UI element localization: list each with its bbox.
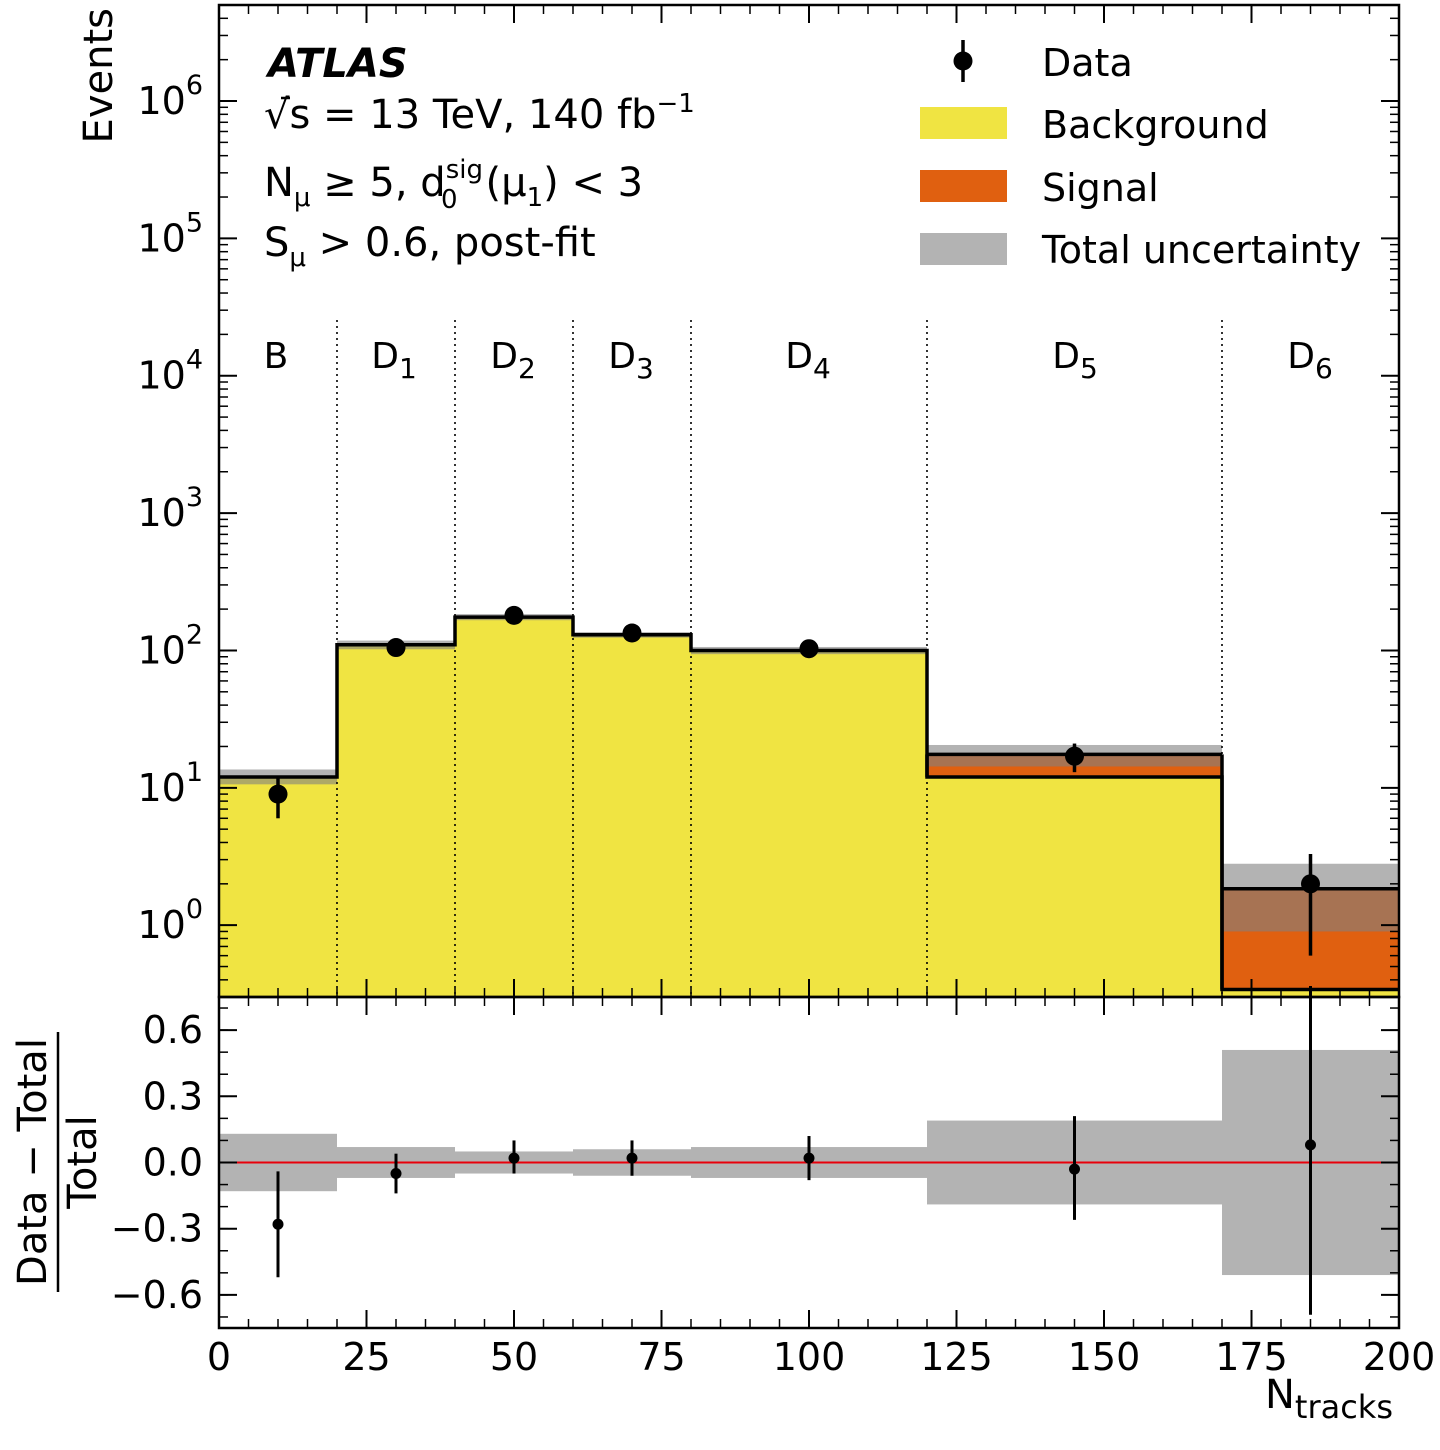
main-panel: B D1 D2 D3 D4 D5 D6 ATLAS√s = 13 TeV, 140 fb−1 N… — [76, 4, 1399, 998]
data-point — [799, 639, 819, 659]
data-point — [622, 623, 642, 643]
ratio-point — [626, 1152, 638, 1164]
x-tick-label: 200 — [1363, 1335, 1436, 1379]
legend-label-data: Data — [1042, 41, 1133, 85]
ratio-y-tick-label: −0.6 — [111, 1273, 203, 1317]
x-tick-label: 175 — [1215, 1335, 1288, 1379]
x-tick-label: 125 — [920, 1335, 993, 1379]
x-tick-label: 100 — [773, 1335, 846, 1379]
region-label: D2 — [490, 336, 536, 385]
atlas-label: ATLAS — [265, 41, 408, 87]
energy-label: √s = 13 TeV, 140 fb−1 — [264, 89, 695, 138]
y-tick-label: 102 — [137, 619, 203, 672]
data-point — [1065, 746, 1084, 766]
x-tick-label: 50 — [490, 1335, 538, 1379]
legend-swatch-background — [920, 107, 1007, 139]
background-bar — [691, 650, 927, 997]
legend-label-background: Background — [1042, 103, 1269, 147]
legend-label-uncertainty: Total uncertainty — [1041, 228, 1361, 272]
region-label: D4 — [785, 336, 831, 385]
ratio-y-tick-label: −0.3 — [111, 1207, 203, 1251]
y-tick-label: 103 — [137, 482, 203, 535]
ratio-y-label-denominator: Total — [60, 1115, 106, 1209]
ratio-point — [508, 1152, 520, 1164]
legend-data-marker — [953, 51, 973, 71]
x-tick-label: 25 — [342, 1335, 390, 1379]
region-label: D3 — [608, 336, 654, 385]
ratio-point — [1305, 1139, 1316, 1151]
region-label: B — [264, 336, 289, 377]
ratio-y-tick-label: 0.3 — [143, 1074, 203, 1118]
data-point — [1301, 874, 1320, 894]
background-bar — [573, 634, 691, 997]
y-axis-label: Events — [76, 8, 122, 143]
cut-label-2: Sμ > 0.6, post-fit — [264, 220, 596, 273]
region-label: D6 — [1287, 336, 1333, 385]
legend: Data Background Signal Total uncertainty — [920, 40, 1361, 272]
ratio-y-tick-label: 0.6 — [143, 1008, 203, 1052]
data-point — [504, 605, 524, 625]
background-bar — [455, 617, 573, 997]
y-tick-label: 104 — [137, 345, 203, 398]
y-tick-label: 106 — [137, 70, 203, 123]
x-axis-label: Ntracks — [1265, 1372, 1393, 1426]
ratio-panel: −0.6 −0.3 0.0 0.3 0.6 Data − Total Total — [10, 985, 1399, 1318]
background-bar — [927, 776, 1222, 997]
ratio-point — [272, 1218, 284, 1230]
y-tick-label: 105 — [137, 207, 203, 260]
x-tick-label: 150 — [1068, 1335, 1141, 1379]
data-point — [386, 638, 406, 658]
ratio-point — [1069, 1163, 1080, 1175]
y-tick-label: 100 — [137, 894, 203, 947]
legend-swatch-signal — [920, 170, 1007, 202]
x-tick-label: 75 — [637, 1335, 685, 1379]
x-tick-label: 0 — [207, 1335, 231, 1379]
y-tick-label: 101 — [137, 757, 203, 810]
data-point — [268, 784, 288, 804]
ratio-y-label: Data − Total Total — [10, 1032, 106, 1292]
cut-label-1: Nμ ≥ 5, dsig 0 (μ1) < 3 — [264, 155, 643, 215]
ratio-point — [390, 1168, 402, 1180]
ratio-y-label-numerator: Data − Total — [10, 1038, 56, 1286]
ratio-point — [803, 1152, 815, 1164]
legend-swatch-uncertainty — [920, 233, 1007, 265]
region-label: D5 — [1052, 336, 1098, 385]
ratio-y-tick-label: 0.0 — [143, 1141, 203, 1185]
background-bar — [337, 644, 455, 997]
ratio-frame — [217, 995, 1401, 1330]
legend-label-signal: Signal — [1042, 166, 1159, 210]
region-label: D1 — [371, 336, 417, 385]
main-y-axis: 100 101 102 103 104 105 106 — [137, 4, 1399, 998]
